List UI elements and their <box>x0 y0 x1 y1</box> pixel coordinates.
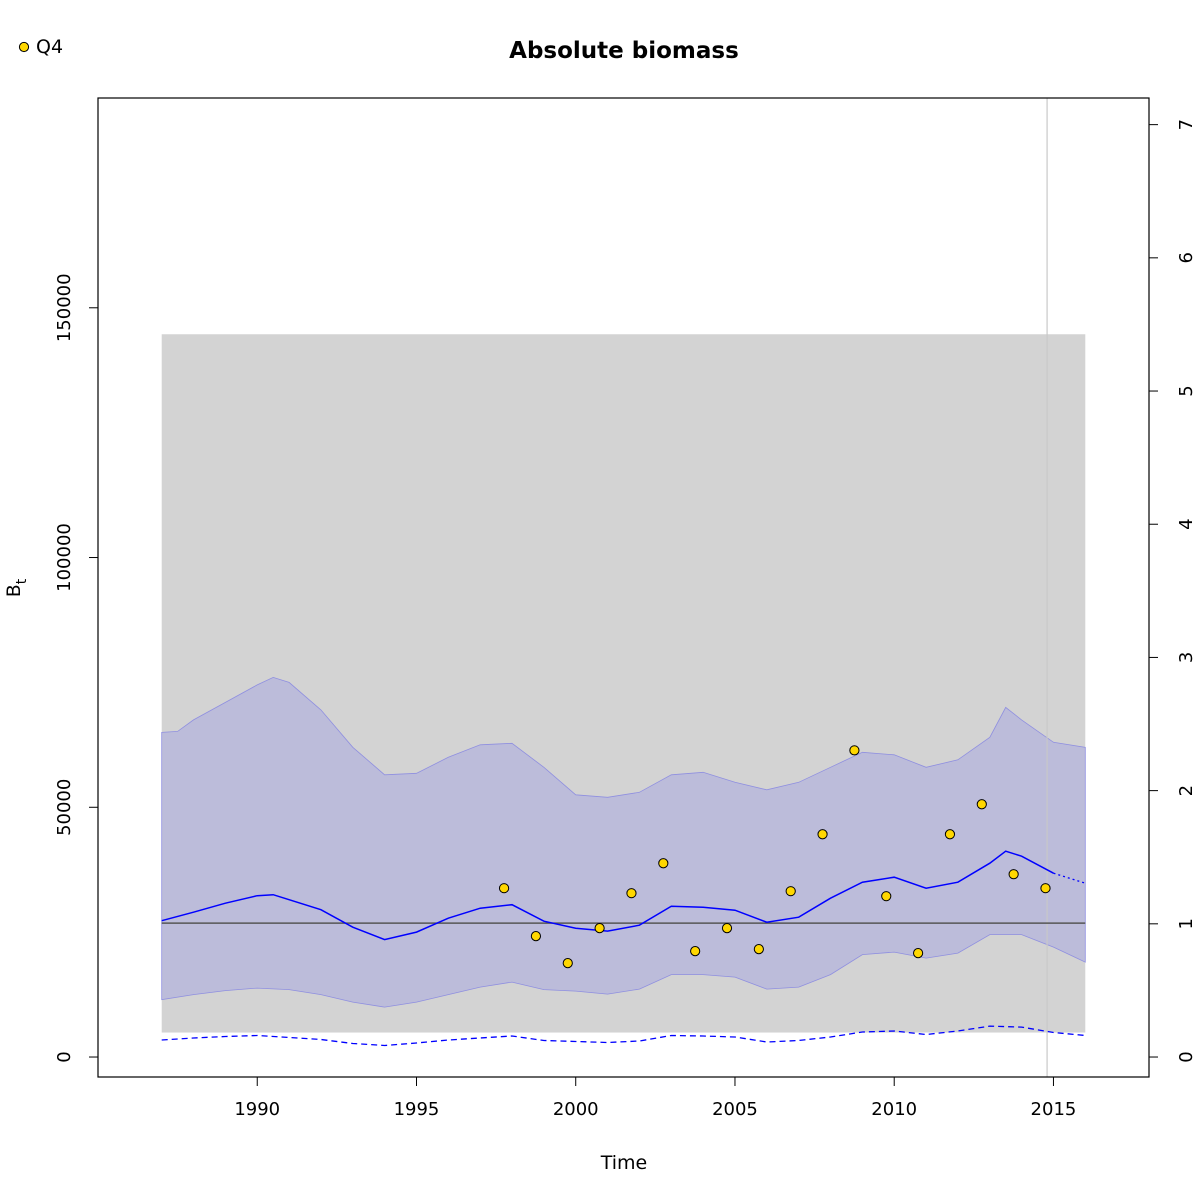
data-point-q4 <box>753 944 764 955</box>
data-point-q4 <box>785 886 796 897</box>
y2-tick-label: 7 <box>1176 119 1197 130</box>
y2-tick-label: 3 <box>1176 652 1197 663</box>
data-point-q4 <box>912 948 924 959</box>
y2-tick-label: 6 <box>1176 252 1197 263</box>
data-point-q4 <box>849 745 860 756</box>
y-axis-label-group: Bt <box>3 578 30 597</box>
y2-tick-label: 2 <box>1176 785 1197 796</box>
data-point-q4 <box>976 799 987 810</box>
data-point-q4 <box>944 829 956 840</box>
data-point-q4 <box>881 891 892 902</box>
y2-tick-label: 1 <box>1176 918 1197 929</box>
x-tick-label: 1990 <box>234 1099 280 1120</box>
data-point-q4 <box>498 883 510 894</box>
confidence-band <box>161 676 1086 1008</box>
y-tick-label: 100000 <box>54 523 75 592</box>
lower-dashed-line <box>161 1025 1086 1047</box>
legend-marker-q4 <box>18 41 30 53</box>
y2-tick-label: 0 <box>1176 1051 1197 1062</box>
data-point-q4 <box>658 858 669 869</box>
x-tick-label: 1995 <box>394 1099 440 1120</box>
x-tick-label: 2015 <box>1031 1099 1077 1120</box>
data-point-q4 <box>1008 869 1019 880</box>
legend: Q4 <box>18 36 63 58</box>
y-axis-label: Bt <box>3 578 30 597</box>
x-tick-label: 2010 <box>871 1099 917 1120</box>
estimate-line <box>161 850 1054 941</box>
data-point-q4 <box>626 888 637 899</box>
data-point-q4 <box>690 946 701 957</box>
x-tick-label: 2005 <box>712 1099 758 1120</box>
x-tick-label: 2000 <box>553 1099 599 1120</box>
data-point-q4 <box>530 931 542 942</box>
y2-tick-label: 4 <box>1176 518 1197 529</box>
data-point-q4 <box>1040 883 1051 894</box>
y-tick-label: 0 <box>54 1051 75 1062</box>
y-tick-label: 150000 <box>54 273 75 342</box>
data-point-q4 <box>721 923 733 934</box>
axes-layer: 1990 1995 2000 2005 2010 20150500001000001500… <box>54 119 1197 1120</box>
legend-label-q4: Q4 <box>36 36 63 58</box>
y-axis-label-main: B <box>3 584 25 597</box>
forecast-line <box>1053 872 1086 884</box>
x-axis-label: Time <box>600 1152 648 1174</box>
data-point-q4 <box>817 829 828 840</box>
y-tick-label: 50000 <box>54 779 75 836</box>
chart-title: Absolute biomass <box>509 38 739 64</box>
y2-tick-label: 5 <box>1176 385 1197 396</box>
data-point-q4 <box>594 923 605 934</box>
data-point-q4 <box>562 958 573 969</box>
y-axis-label-subscript: t <box>14 578 30 584</box>
data-layer <box>161 98 1086 1077</box>
